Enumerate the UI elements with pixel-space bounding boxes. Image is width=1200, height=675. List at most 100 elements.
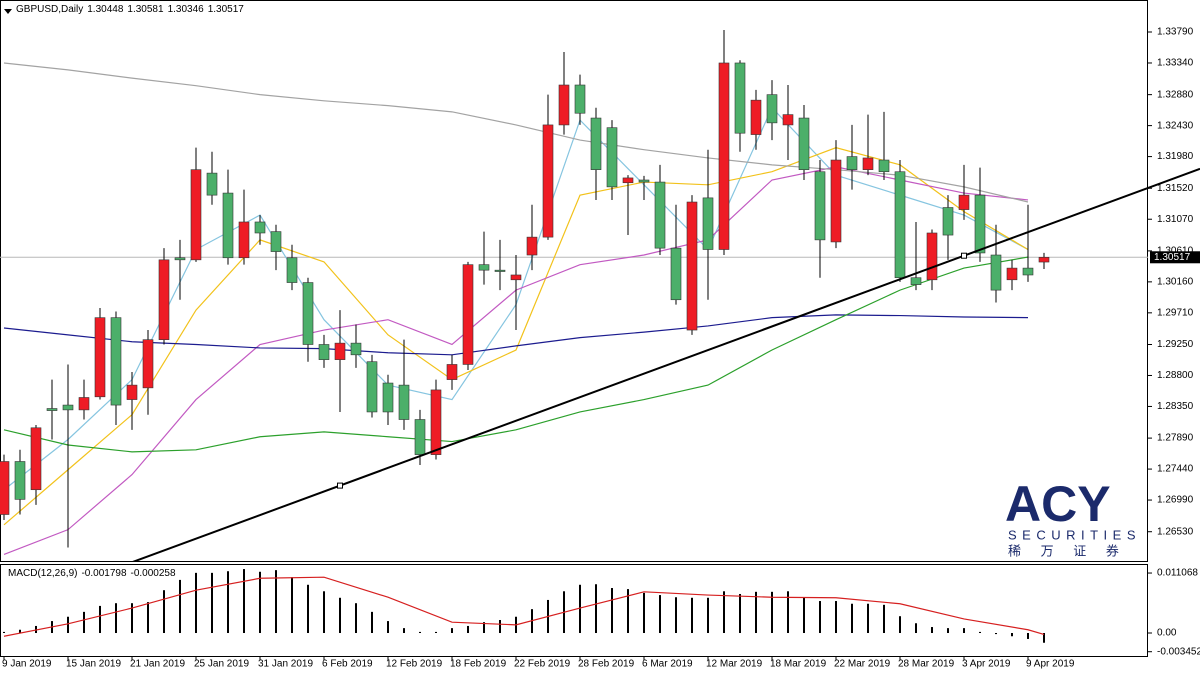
y-tick-label: 1.33790 [1157, 27, 1194, 38]
candle-body [446, 364, 458, 380]
macd-bar [147, 602, 149, 634]
y-tick-label: 1.32430 [1157, 120, 1194, 131]
x-tick-label: 15 Jan 2019 [66, 659, 121, 670]
y-tick-label: 1.27440 [1157, 464, 1194, 475]
low-value: 1.30346 [167, 4, 204, 15]
logo: ACY SECURITIES 稀 万 证 券 [1005, 476, 1136, 558]
candle-body [494, 269, 506, 272]
candle-body [990, 254, 1002, 291]
macd-bar [883, 604, 885, 634]
macd-bar [979, 631, 981, 634]
x-tick-label: 18 Feb 2019 [450, 659, 507, 670]
macd-bar [691, 597, 693, 634]
candle-body [126, 384, 138, 400]
candle-body [0, 461, 10, 515]
x-tick-label: 6 Feb 2019 [322, 659, 373, 670]
candle-body [510, 274, 522, 281]
y-tick-label: 1.31070 [1157, 214, 1194, 225]
candle-body [622, 177, 634, 184]
trendline-anchor [961, 252, 967, 259]
y-tick-label: -0.003452 [1157, 646, 1200, 657]
x-tick-label: 22 Feb 2019 [514, 659, 571, 670]
signal-value: -0.000258 [130, 568, 176, 579]
candle-body [830, 159, 842, 243]
trendline-anchor [337, 482, 343, 489]
high-value: 1.30581 [127, 4, 164, 15]
macd-bar [99, 605, 101, 634]
logo-local-name: 稀 万 证 券 [1008, 543, 1127, 558]
macd-bar [931, 627, 933, 634]
macd-bar [947, 628, 949, 634]
candle-body [686, 201, 698, 331]
x-tick-label: 28 Feb 2019 [578, 659, 635, 670]
macd-bar [355, 603, 357, 634]
moving-average [3, 314, 1029, 356]
y-tick-label: 1.32880 [1157, 89, 1194, 100]
candle-body [846, 156, 858, 170]
logo-name: ACY [1005, 476, 1111, 532]
plot-area [0, 29, 1148, 555]
moving-average [3, 256, 1029, 453]
macd-bar [19, 629, 21, 634]
x-tick-label: 22 Mar 2019 [834, 659, 891, 670]
macd-bar [323, 591, 325, 634]
candle-body [958, 194, 970, 210]
macd-bar [595, 584, 597, 634]
y-tick-label: 1.30160 [1157, 277, 1194, 288]
y-tick-label: 1.29250 [1157, 339, 1194, 350]
x-tick-label: 12 Mar 2019 [706, 659, 763, 670]
macd-bar [243, 569, 245, 634]
macd-bar [627, 589, 629, 634]
candle-body [254, 221, 266, 234]
candle-body [670, 247, 682, 301]
macd-bar [131, 603, 133, 634]
macd-header: MACD(12,26,9) -0.001798 -0.000258 [8, 568, 180, 579]
symbol-title: GBPUSD,Daily [16, 4, 84, 15]
candle-body [718, 62, 730, 250]
candle-body [750, 99, 762, 135]
candle-body [878, 159, 890, 173]
candle-body [782, 114, 794, 126]
macd-bar [899, 616, 901, 634]
macd-bar [707, 597, 709, 634]
macd-bar [771, 591, 773, 634]
candle-body [62, 404, 74, 411]
macd-bar [499, 619, 501, 634]
moving-average [3, 166, 1029, 555]
candle-body [398, 384, 410, 420]
candle-body [526, 236, 538, 256]
signal-line [3, 576, 1045, 637]
price-tag [1150, 251, 1200, 264]
macd-bar [115, 603, 117, 634]
candle-body [862, 157, 874, 170]
candle-body [1006, 267, 1018, 281]
candle-body [78, 397, 90, 411]
candle-body [974, 194, 986, 254]
x-tick-label: 18 Mar 2019 [770, 659, 827, 670]
y-tick-label: 1.30610 [1157, 246, 1194, 257]
macd-bar [435, 631, 437, 634]
macd-bar [259, 571, 261, 634]
macd-bar [1027, 633, 1029, 639]
candle-body [30, 427, 42, 491]
macd-bar [723, 591, 725, 634]
y-tick-label: 1.26530 [1157, 526, 1194, 537]
y-tick-label: 1.29710 [1157, 307, 1194, 318]
candle-body [558, 84, 570, 126]
candle-body [814, 171, 826, 241]
candle-body [654, 181, 666, 249]
candle-body [702, 197, 714, 250]
macd-bar [579, 584, 581, 634]
candle-body [1022, 267, 1034, 276]
macd-bar [995, 633, 997, 635]
candle-body [414, 419, 426, 455]
moving-average [3, 62, 1029, 203]
macd-bar [803, 597, 805, 634]
candle-body [926, 232, 938, 281]
trendline [129, 167, 1200, 562]
macd-bar [419, 631, 421, 634]
overlay-area [129, 167, 1200, 562]
candle-body [366, 361, 378, 413]
macd-bar [211, 572, 213, 634]
